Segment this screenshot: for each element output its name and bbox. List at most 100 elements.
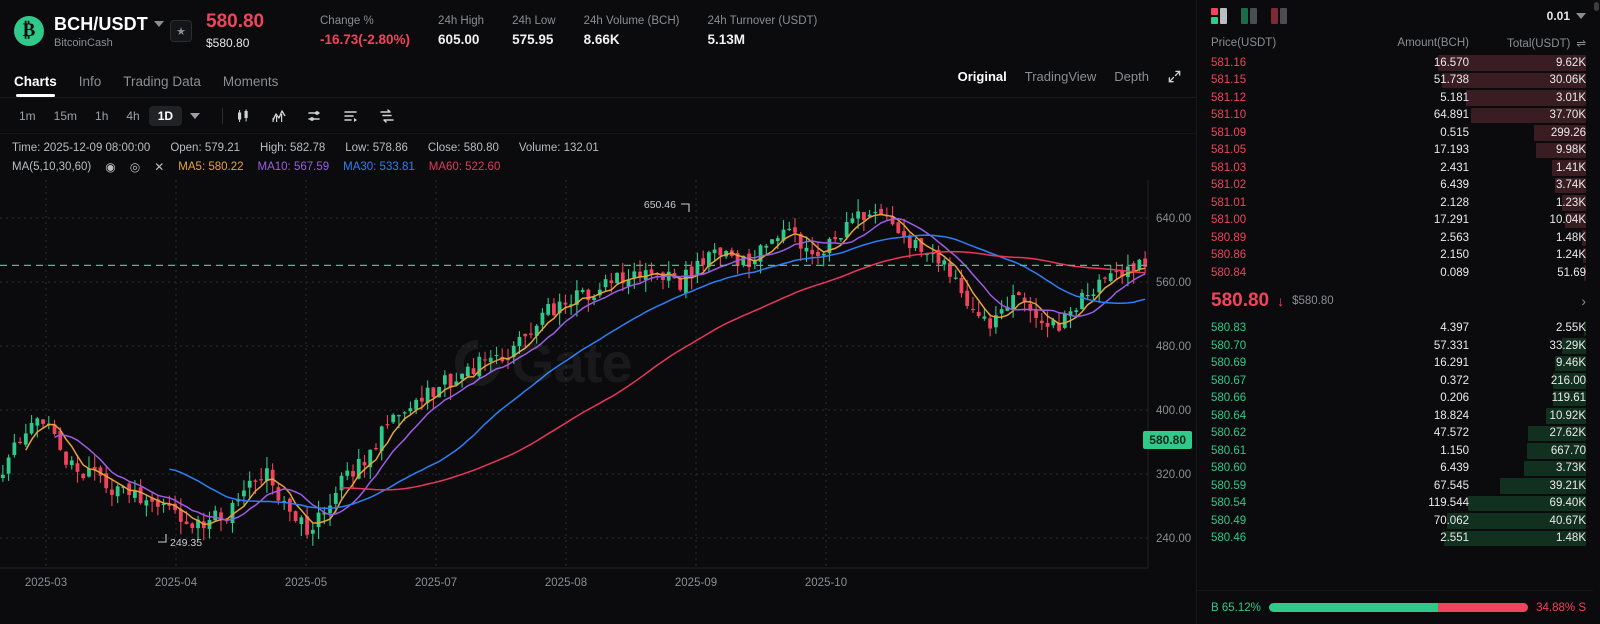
order-price: 581.02 [1211, 179, 1247, 192]
orderbook-row[interactable]: 580.70 57.331 33.29K [1211, 337, 1586, 355]
order-price: 580.69 [1211, 357, 1247, 370]
gear-icon[interactable]: ◎ [129, 160, 141, 174]
close-icon[interactable]: ✕ [154, 160, 165, 174]
favorite-star-icon[interactable]: ★ [170, 20, 192, 42]
orderbook-row[interactable]: 580.62 47.572 27.62K [1211, 425, 1586, 443]
orderbook-row[interactable]: 581.12 5.181 3.01K [1211, 89, 1586, 107]
order-total: 667.70 [1550, 444, 1586, 457]
orderbook-row[interactable]: 581.16 16.570 9.62K [1211, 54, 1586, 72]
depth-bar [1546, 408, 1586, 424]
order-amount: 2.563 [1440, 231, 1469, 244]
depth-bar [1443, 530, 1586, 546]
interval-1d[interactable]: 1D [148, 105, 183, 126]
bids-list[interactable]: 580.83 4.397 2.55K 580.70 57.331 33.29K 580.69… [1197, 320, 1600, 548]
buy-ratio-label: B 65.12% [1211, 601, 1261, 614]
orderbook-row[interactable]: 580.66 0.206 119.61 [1211, 390, 1586, 408]
orderbook-row[interactable]: 581.15 51.738 30.06K [1211, 72, 1586, 90]
swap-icon[interactable]: ⇌ [1576, 38, 1586, 50]
asks-list[interactable]: 581.16 16.570 9.62K 581.15 51.738 30.06K 581.1… [1197, 54, 1600, 282]
stat-label: 24h Turnover (USDT) [707, 15, 818, 27]
interval-15m[interactable]: 15m [53, 108, 78, 123]
y-axis-labels: 640.00 560.00 480.00 400.00 320.00 240.00 [1156, 213, 1191, 545]
ma30-value: MA30: 533.81 [343, 161, 415, 173]
price-chart[interactable]: 640.00 560.00 480.00 400.00 320.00 240.00 202… [0, 180, 1196, 600]
tab-charts[interactable]: Charts [14, 74, 57, 97]
settings-sliders-icon[interactable] [307, 108, 323, 124]
mid-price-row[interactable]: 580.80 ↓ $580.80 › [1197, 282, 1600, 320]
tab-tradingview[interactable]: TradingView [1024, 69, 1097, 84]
eye-icon[interactable]: ◉ [105, 160, 116, 174]
order-price: 580.62 [1211, 427, 1247, 440]
orderbook-row[interactable]: 581.02 6.439 3.74K [1211, 177, 1586, 195]
order-price: 581.05 [1211, 144, 1247, 157]
order-total: 1.48K [1555, 231, 1586, 244]
orderbook-row[interactable]: 580.89 2.563 1.48K [1211, 229, 1586, 247]
orderbook-scrollbar[interactable] [1593, 0, 1600, 624]
candlestick-icon[interactable] [235, 108, 251, 124]
expand-icon[interactable] [1167, 69, 1182, 84]
view-bids-icon[interactable] [1241, 8, 1257, 24]
legend-close: Close: 580.80 [427, 142, 499, 154]
svg-text:2025-05: 2025-05 [285, 577, 327, 589]
interval-more-chevron-icon[interactable] [190, 112, 201, 119]
coin-name: BitcoinCash [54, 36, 113, 49]
orderbook-row[interactable]: 581.05 17.193 9.98K [1211, 142, 1586, 160]
svg-text:240.00: 240.00 [1156, 533, 1191, 545]
orderbook-row[interactable]: 580.61 1.150 667.70 [1211, 442, 1586, 460]
orderbook-row[interactable]: 580.54 119.544 69.40K [1211, 495, 1586, 513]
tab-moments[interactable]: Moments [222, 74, 279, 89]
orderbook-row[interactable]: 581.00 17.291 10.04K [1211, 212, 1586, 230]
order-price: 580.64 [1211, 409, 1247, 422]
orderbook-row[interactable]: 580.69 16.291 9.46K [1211, 355, 1586, 373]
depth-bar [1582, 247, 1586, 263]
col-price: Price(USDT) [1211, 37, 1277, 49]
orderbook-row[interactable]: 581.03 2.431 1.41K [1211, 159, 1586, 177]
orderbook-row[interactable]: 581.10 64.891 37.70K [1211, 107, 1586, 125]
svg-text:560.00: 560.00 [1156, 277, 1191, 289]
orderbook-row[interactable]: 580.46 2.551 1.48K [1211, 530, 1586, 548]
orderbook-row[interactable]: 580.84 0.089 51.69 [1211, 264, 1586, 282]
scrollbar-thumb[interactable] [1594, 2, 1599, 11]
order-total: 3.01K [1555, 91, 1586, 104]
orderbook-row[interactable]: 580.60 6.439 3.73K [1211, 460, 1586, 478]
tab-original[interactable]: Original [957, 69, 1007, 84]
depth-bar [1466, 90, 1586, 106]
chevron-right-icon[interactable]: › [1581, 292, 1586, 309]
chevron-down-icon [1576, 13, 1586, 19]
orderbook-row[interactable]: 580.64 18.824 10.92K [1211, 407, 1586, 425]
compare-icon[interactable] [379, 108, 395, 124]
orderbook-row[interactable]: 580.86 2.150 1.24K [1211, 247, 1586, 265]
chevron-down-icon[interactable] [153, 21, 164, 27]
order-total: 10.04K [1549, 214, 1586, 227]
tab-info[interactable]: Info [78, 74, 102, 89]
buy-ratio-bar [1268, 603, 1438, 612]
order-amount: 70.062 [1433, 514, 1469, 527]
current-price-tag: 580.80 [1143, 431, 1192, 449]
orderbook-row[interactable]: 581.09 0.515 299.26 [1211, 124, 1586, 142]
tab-depth[interactable]: Depth [1114, 69, 1149, 84]
interval-1m[interactable]: 1m [19, 108, 36, 123]
tab-trading-data[interactable]: Trading Data [123, 74, 201, 89]
indicator-icon[interactable] [271, 108, 287, 124]
order-total: 2.55K [1555, 322, 1586, 335]
group-size-select[interactable]: 0.01 [1547, 9, 1586, 23]
mid-price: 580.80 [1211, 289, 1270, 311]
order-total: 40.67K [1549, 514, 1586, 527]
order-amount: 17.193 [1433, 144, 1469, 157]
list-icon[interactable] [343, 108, 359, 124]
pair-name[interactable]: BCH/USDT [54, 13, 148, 34]
view-asks-icon[interactable] [1271, 8, 1287, 24]
depth-bar [1535, 142, 1586, 158]
orderbook-row[interactable]: 580.67 0.372 216.00 [1211, 372, 1586, 390]
orderbook-row[interactable]: 580.49 70.062 40.67K [1211, 512, 1586, 530]
depth-bar [1565, 212, 1586, 228]
orderbook-row[interactable]: 580.59 67.545 39.21K [1211, 477, 1586, 495]
chart-gridlines [0, 180, 1148, 568]
interval-4h[interactable]: 4h [126, 108, 140, 123]
interval-1h[interactable]: 1h [95, 108, 109, 123]
legend-low: Low: 578.86 [345, 142, 408, 154]
orderbook-row[interactable]: 581.01 2.128 1.23K [1211, 194, 1586, 212]
order-total: 299.26 [1550, 126, 1586, 139]
view-both-icon[interactable] [1211, 8, 1227, 24]
orderbook-row[interactable]: 580.83 4.397 2.55K [1211, 320, 1586, 338]
